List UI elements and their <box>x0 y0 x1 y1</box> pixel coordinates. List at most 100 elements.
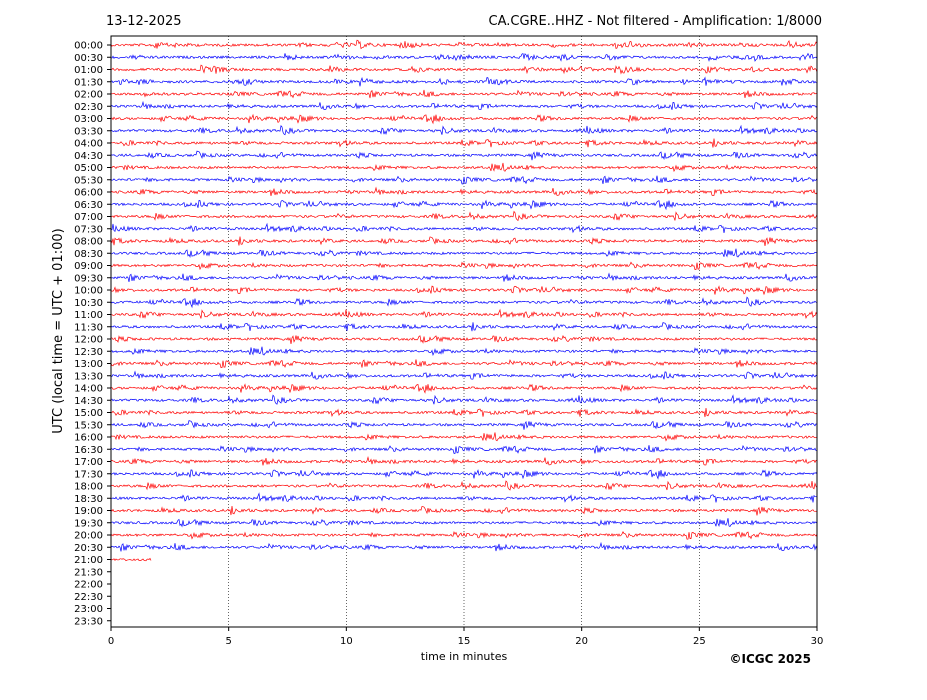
row-time-label: 05:30 <box>74 175 103 186</box>
row-time-label: 23:30 <box>74 616 103 627</box>
row-time-label: 01:00 <box>74 65 103 76</box>
row-time-label: 06:30 <box>74 200 103 211</box>
trace-line <box>110 236 818 246</box>
trace-line <box>110 210 818 222</box>
row-time-label: 23:00 <box>74 604 103 615</box>
trace-line <box>110 124 818 136</box>
chart-title: CA.CGRE..HHZ - Not filtered - Amplificat… <box>489 14 823 29</box>
row-time-label: 10:30 <box>74 298 103 309</box>
trace-line <box>110 248 818 259</box>
trace-line <box>110 322 818 332</box>
trace-line <box>110 308 818 319</box>
row-time-label: 00:00 <box>74 41 103 52</box>
row-time-label: 22:30 <box>74 592 103 603</box>
row-time-label: 21:00 <box>74 555 103 566</box>
x-axis: 0 5 10 15 20 25 30 <box>108 627 824 647</box>
trace-line <box>110 370 818 380</box>
row-time-label: 09:00 <box>74 261 103 272</box>
row-time-label: 04:00 <box>74 139 103 150</box>
x-tick-label: 5 <box>225 636 231 647</box>
trace-line <box>110 480 818 491</box>
row-time-label: 04:30 <box>74 151 103 162</box>
row-time-label: 11:30 <box>74 322 103 333</box>
trace-line <box>110 89 818 99</box>
row-time-label: 15:30 <box>74 420 103 431</box>
row-time-label: 13:00 <box>74 359 103 370</box>
trace-line <box>110 175 818 185</box>
x-tick-label: 25 <box>693 636 706 647</box>
trace-line <box>110 394 818 405</box>
trace-line <box>110 52 818 62</box>
row-time-label: 07:30 <box>74 224 103 235</box>
trace-line <box>110 39 818 50</box>
row-time-label: 12:30 <box>74 347 103 358</box>
row-time-label: 14:00 <box>74 384 103 395</box>
trace-line <box>110 162 818 173</box>
row-time-label: 21:30 <box>74 567 103 578</box>
row-time-label: 20:00 <box>74 531 103 542</box>
trace-line <box>110 138 818 148</box>
x-axis-label: time in minutes <box>421 650 508 663</box>
trace-line <box>110 557 152 562</box>
date-label: 13-12-2025 <box>106 14 182 29</box>
row-time-label: 12:00 <box>74 335 103 346</box>
trace-line <box>110 359 818 369</box>
vertical-grid <box>228 36 700 627</box>
row-time-label: 20:30 <box>74 543 103 554</box>
row-time-label: 15:00 <box>74 408 103 419</box>
row-time-label: 18:30 <box>74 494 103 505</box>
trace-line <box>110 420 818 430</box>
row-time-label: 17:30 <box>74 469 103 480</box>
row-time-label: 06:00 <box>74 188 103 199</box>
row-time-label: 19:00 <box>74 506 103 517</box>
row-time-label: 11:00 <box>74 310 103 321</box>
row-time-label: 07:00 <box>74 212 103 223</box>
trace-line <box>110 335 818 344</box>
row-time-label: 14:30 <box>74 396 103 407</box>
row-time-label: 08:00 <box>74 237 103 248</box>
plot-frame <box>110 35 818 628</box>
trace-line <box>110 113 818 125</box>
row-time-label: 16:30 <box>74 445 103 456</box>
trace-line <box>110 76 818 87</box>
x-tick-label: 20 <box>575 636 588 647</box>
row-time-label: 00:30 <box>74 53 103 64</box>
row-time-label: 03:30 <box>74 126 103 137</box>
row-time-label: 10:00 <box>74 286 103 297</box>
x-tick-label: 0 <box>108 636 114 647</box>
trace-line <box>110 64 818 75</box>
row-time-label: 13:30 <box>74 371 103 382</box>
trace-line <box>110 285 818 296</box>
row-time-label: 02:00 <box>74 90 103 101</box>
trace-line <box>110 518 818 528</box>
trace-line <box>110 530 818 540</box>
trace-line <box>110 186 818 196</box>
trace-line <box>110 296 818 309</box>
copyright-label: ©ICGC 2025 <box>729 652 811 666</box>
row-time-label: 19:30 <box>74 518 103 529</box>
trace-line <box>110 444 818 454</box>
row-time-label: 03:00 <box>74 114 103 125</box>
trace-line <box>110 272 818 282</box>
trace-line <box>110 346 818 356</box>
trace-line <box>110 505 818 516</box>
x-tick-label: 30 <box>811 636 824 647</box>
row-time-label: 05:00 <box>74 163 103 174</box>
seismogram-traces <box>110 39 818 562</box>
trace-line <box>110 456 818 466</box>
trace-line <box>110 150 818 161</box>
row-time-label: 18:00 <box>74 482 103 493</box>
row-time-label: 02:30 <box>74 102 103 113</box>
trace-line <box>110 100 818 111</box>
x-tick-label: 10 <box>340 636 353 647</box>
trace-line <box>110 541 818 552</box>
y-axis-label: UTC (local time = UTC + 01:00) <box>51 228 66 433</box>
trace-line <box>110 408 818 418</box>
row-time-label: 16:00 <box>74 433 103 444</box>
trace-line <box>110 261 818 271</box>
trace-line <box>110 492 818 503</box>
trace-line <box>110 199 818 211</box>
row-time-label: 09:30 <box>74 273 103 284</box>
